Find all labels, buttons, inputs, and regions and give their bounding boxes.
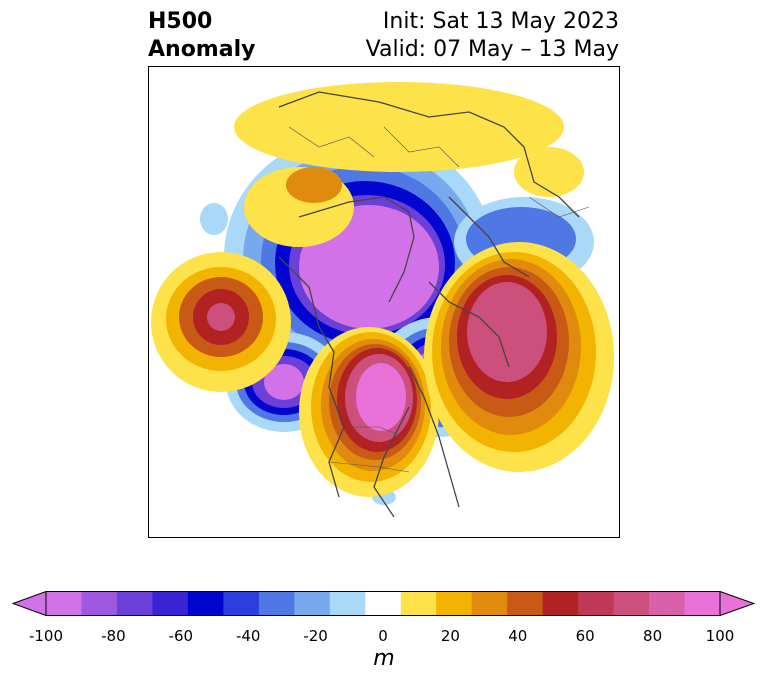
colorbar-segment (684, 591, 721, 616)
colorbar-tick-label: 0 (378, 627, 388, 645)
colorbar-tick-label: -20 (303, 627, 328, 645)
colorbar-segment (116, 591, 153, 616)
colorbar-tick-label: -100 (28, 627, 64, 645)
colorbar-min-extend (12, 591, 47, 616)
coastlines (278, 91, 580, 518)
colorbar-segment (649, 591, 686, 616)
colorbar-segment (223, 591, 260, 616)
valid-range-label: Valid: 07 May – 13 May (365, 37, 619, 62)
colorbar-tick-label: -40 (235, 627, 261, 645)
colorbar-tick-label: -60 (168, 627, 194, 645)
colorbar-tick-label: 20 (440, 627, 460, 645)
colorbar-unit-label: m (373, 646, 395, 671)
colorbar-segment (507, 591, 544, 616)
colorbar-tick-label: 40 (508, 627, 528, 645)
positive-anomaly-asia (234, 82, 584, 247)
political-boundaries (288, 126, 590, 473)
init-date-label: Init: Sat 13 May 2023 (382, 9, 619, 34)
colorbar-tick-label: -80 (101, 627, 126, 645)
colorbar (12, 591, 755, 616)
colorbar-segment (46, 591, 82, 616)
colorbar-tick-label: 60 (575, 627, 595, 645)
positive-anomaly-western-canada (299, 327, 439, 497)
colorbar-segment (294, 591, 331, 616)
colorbar-segment (400, 591, 437, 616)
colorbar-segment (365, 591, 402, 616)
colorbar-segment (578, 591, 615, 616)
colorbar-segment (81, 591, 118, 616)
colorbar-segment (329, 591, 366, 616)
positive-anomaly-central-pacific (151, 252, 291, 392)
colorbar-segment (258, 591, 295, 616)
positive-anomaly-atlantic (424, 242, 614, 472)
title-line-2: Anomaly (148, 37, 256, 62)
colorbar-segment (436, 591, 473, 616)
colorbar-segment (187, 591, 224, 616)
colorbar-segments (12, 591, 755, 616)
colorbar-segment (152, 591, 189, 616)
anomaly-map (148, 66, 620, 538)
colorbar-max-extend (719, 591, 755, 616)
colorbar-segment (542, 591, 579, 616)
anomaly-map-svg (151, 82, 614, 518)
colorbar-segment (613, 591, 650, 616)
title-line-1: H500 (148, 9, 213, 34)
map-title: H500 Anomaly (148, 8, 255, 64)
colorbar-segment (471, 591, 508, 616)
colorbar-tick-label: 100 (705, 627, 735, 645)
colorbar-tick-label: 80 (643, 627, 663, 645)
map-subtitle: Init: Sat 13 May 2023 Valid: 07 May – 13… (366, 8, 619, 64)
